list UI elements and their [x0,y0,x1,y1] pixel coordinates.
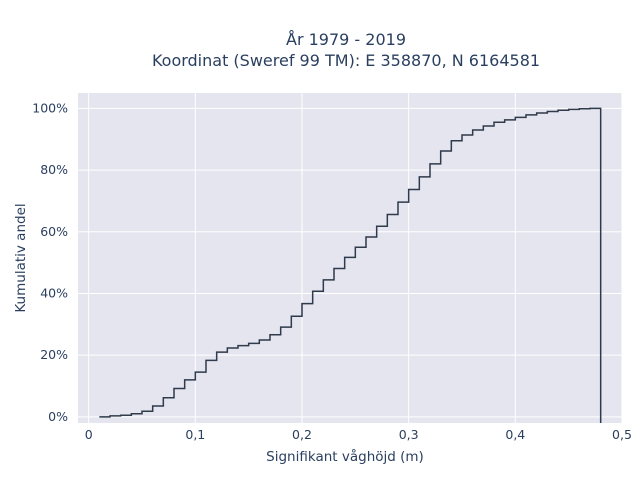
grid [78,93,623,423]
x-tick-label: 0,3 [399,427,419,442]
y-tick-label: 20% [40,347,68,362]
x-tick-label: 0 [85,427,93,442]
x-tick-label: 0,5 [612,427,632,442]
x-tick-label: 0,2 [292,427,312,442]
y-tick-label: 40% [40,285,68,300]
x-tick-label: 0,1 [185,427,205,442]
x-tick-label: 0,4 [505,427,525,442]
x-axis-title: Signifikant våghöjd (m) [266,448,424,465]
y-tick-label: 60% [40,224,68,239]
y-tick-label: 80% [40,162,68,177]
y-axis-title: Kumulativ andel [13,203,29,312]
y-tick-label: 0% [48,409,68,424]
chart-subtitle: Koordinat (Sweref 99 TM): E 358870, N 61… [152,51,540,70]
chart-title: År 1979 - 2019 [286,30,406,49]
y-tick-label: 100% [32,100,68,115]
cumulative-step-line [99,107,602,423]
tick-labels: 0 0,1 0,2 0,3 0,4 0,5 0% 20% 40% 60% 80% 100% [32,100,632,442]
series-layer [99,107,602,423]
